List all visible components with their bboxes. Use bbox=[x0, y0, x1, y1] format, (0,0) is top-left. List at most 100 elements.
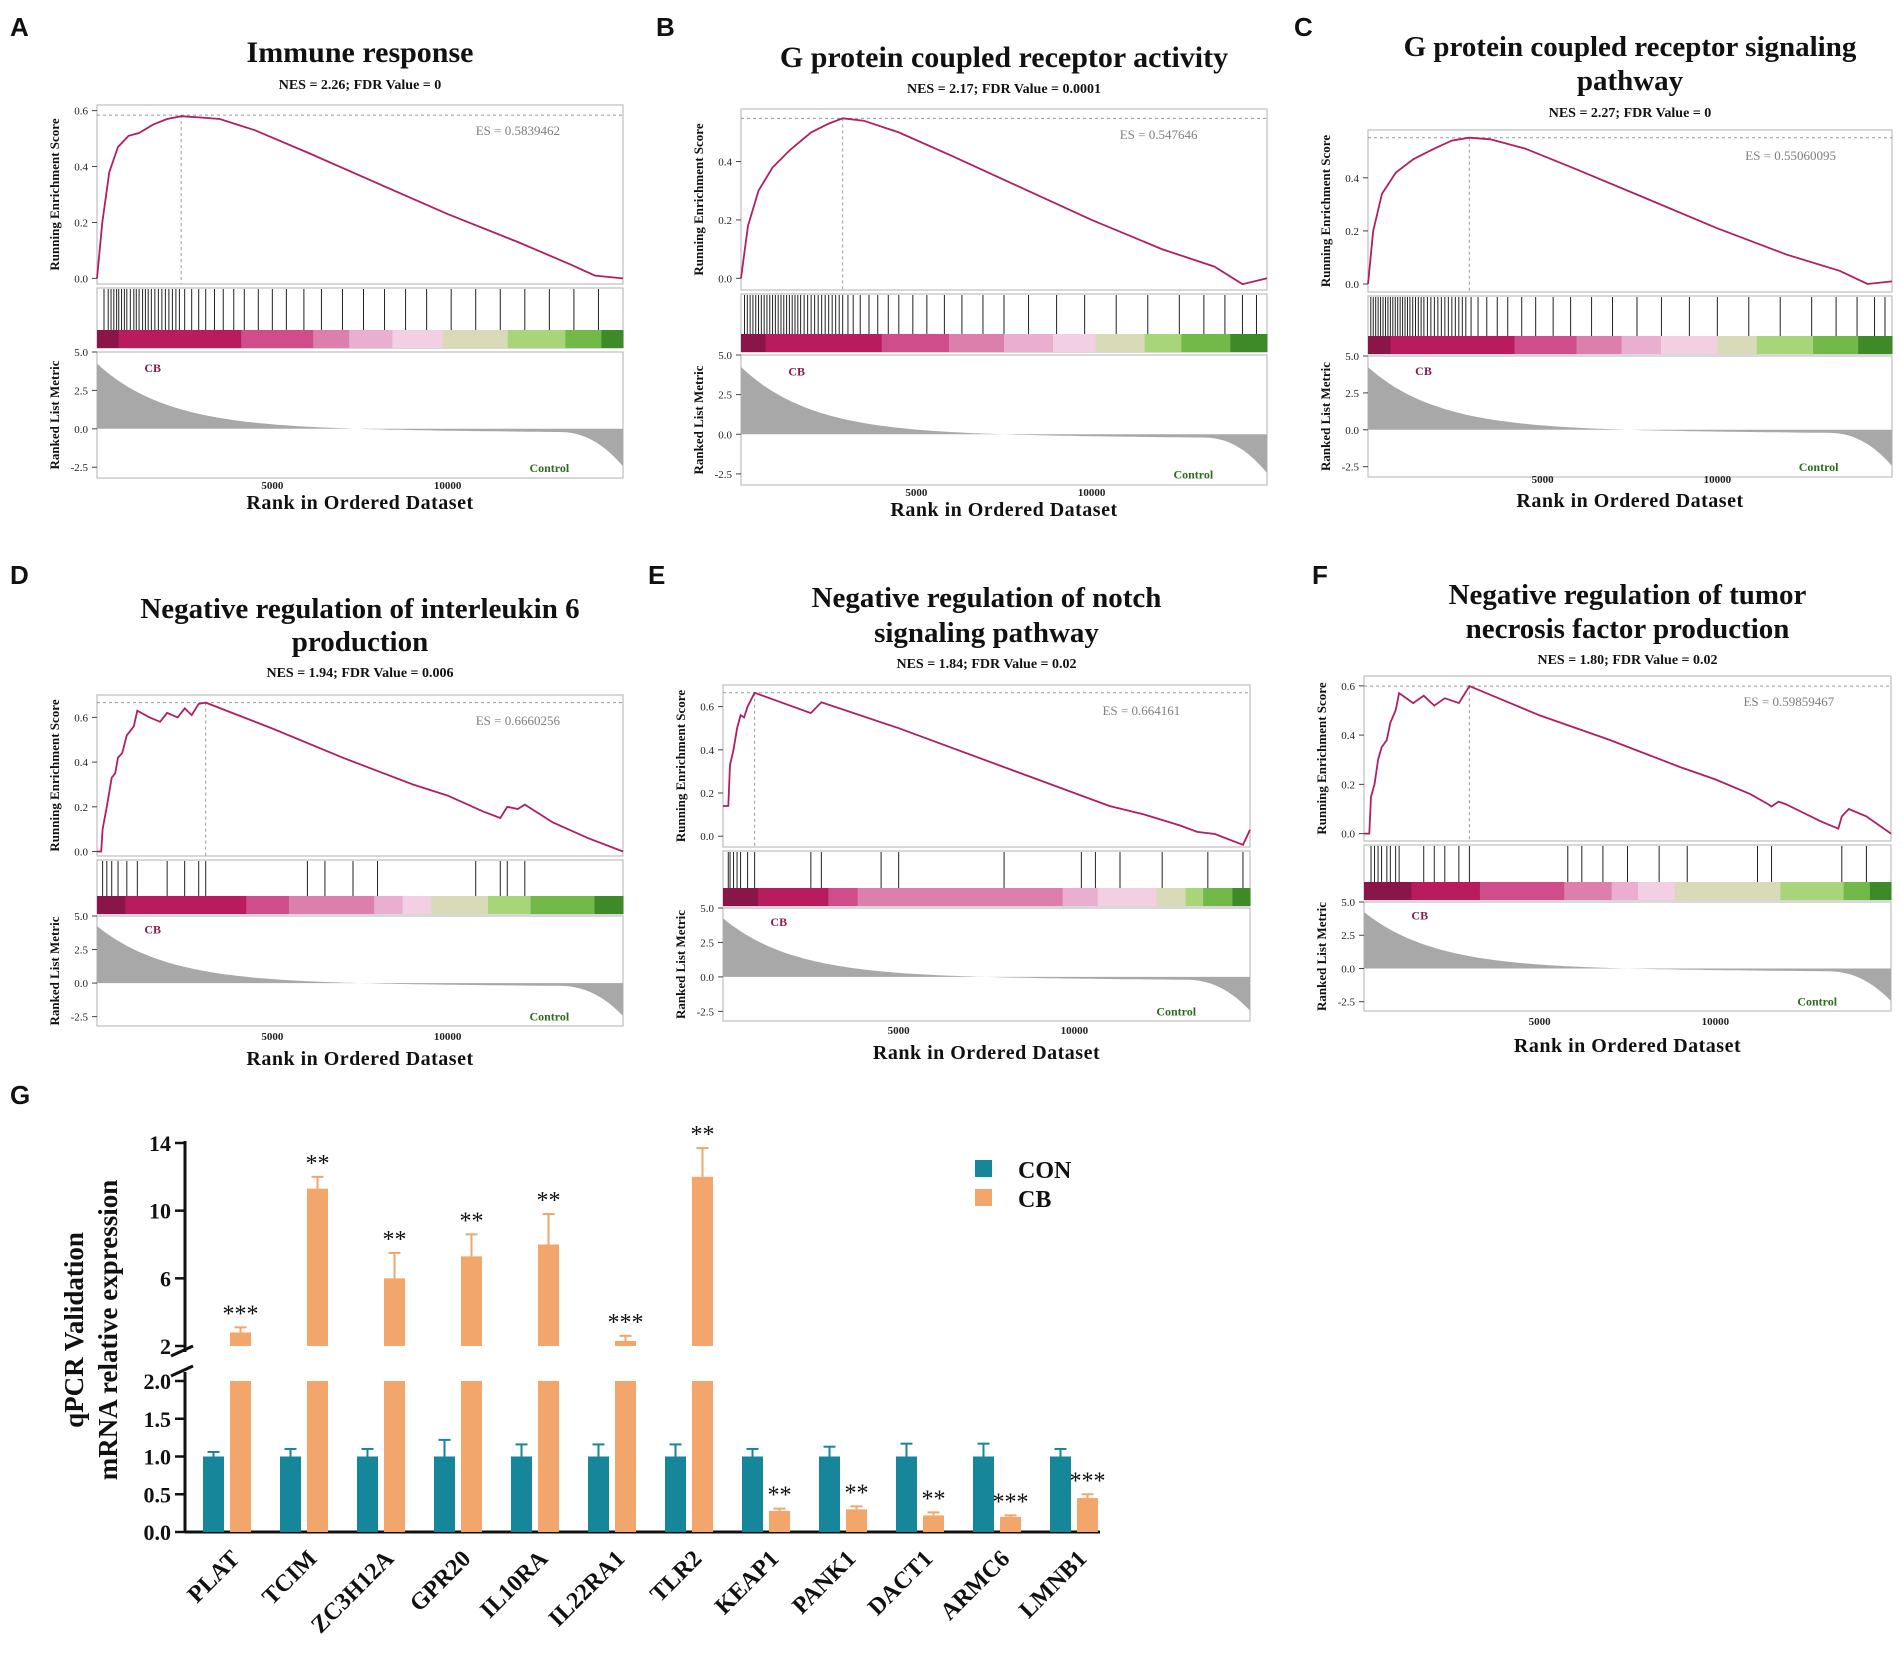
chart-subtitle: NES = 2.26; FDR Value = 0 bbox=[279, 78, 442, 93]
heat-segment bbox=[442, 330, 509, 348]
es-tick-label: 0.6 bbox=[74, 712, 88, 724]
heat-segment bbox=[1576, 336, 1623, 354]
cb-group-label: CB bbox=[770, 915, 787, 929]
y-tick-label: 6 bbox=[160, 1266, 171, 1291]
running-score-line bbox=[96, 115, 624, 280]
heat-segment bbox=[246, 896, 290, 914]
gsea-panel-b: B G protein coupled receptor activity NES … bbox=[656, 12, 1268, 521]
significance-label: ** bbox=[691, 1122, 715, 1148]
chart-subtitle: NES = 1.80; FDR Value = 0.02 bbox=[1537, 653, 1717, 668]
panel-letter: C bbox=[1294, 12, 1313, 42]
metric-tick-label: 0.0 bbox=[718, 429, 732, 441]
es-axis-label: Running Enrichment Score bbox=[691, 123, 706, 275]
es-tick-label: 0.4 bbox=[1341, 730, 1355, 742]
cb-bar-lower bbox=[384, 1381, 405, 1532]
ranked-metric-area bbox=[97, 926, 623, 1016]
panel-letter: F bbox=[1312, 560, 1328, 590]
metric-tick-label: 0.0 bbox=[74, 424, 88, 436]
heat-segment bbox=[1230, 334, 1268, 352]
cb-group-label: CB bbox=[1415, 364, 1432, 378]
panel-letter: E bbox=[648, 560, 665, 590]
es-plot-frame bbox=[96, 694, 624, 857]
panel-letter: B bbox=[656, 12, 675, 42]
metric-tick-label: 5.0 bbox=[718, 350, 732, 362]
heat-segment bbox=[1514, 336, 1577, 354]
heat-segment bbox=[288, 896, 375, 914]
heat-segment bbox=[1756, 336, 1814, 354]
es-plot-frame bbox=[740, 108, 1268, 291]
es-tick-label: 0.0 bbox=[1345, 279, 1359, 291]
heat-segment bbox=[431, 896, 489, 914]
es-value-label: ES = 0.59859467 bbox=[1743, 694, 1834, 709]
es-tick-label: 0.6 bbox=[74, 106, 88, 118]
heat-segment bbox=[1232, 888, 1251, 906]
es-value-label: ES = 0.547646 bbox=[1120, 127, 1198, 142]
con-bar bbox=[742, 1456, 763, 1532]
category-label: ZC3H12A bbox=[306, 1545, 399, 1638]
heat-segment bbox=[487, 896, 532, 914]
control-group-label: Control bbox=[1799, 460, 1839, 474]
category-label: TCIM bbox=[258, 1546, 323, 1611]
significance-label: ** bbox=[306, 1151, 330, 1177]
cb-bar-upper bbox=[307, 1188, 328, 1346]
category-label: KEAP1 bbox=[710, 1546, 784, 1620]
es-value-label: ES = 0.6660256 bbox=[476, 713, 561, 728]
x-tick-label: 10000 bbox=[434, 1031, 462, 1043]
es-tick-label: 0.2 bbox=[718, 215, 732, 227]
heat-segment bbox=[392, 330, 444, 348]
metric-tick-label: -2.5 bbox=[1338, 997, 1356, 1009]
heat-segment bbox=[125, 896, 247, 914]
cb-bar-lower bbox=[692, 1381, 713, 1532]
y-axis-label-line-1: qPCR Validation bbox=[59, 1232, 89, 1428]
heat-segment bbox=[948, 334, 1005, 352]
con-bar bbox=[357, 1456, 378, 1532]
metric-axis-label: Ranked List Metric bbox=[673, 910, 688, 1019]
legend-con-label: CON bbox=[1018, 1158, 1072, 1184]
metric-tick-label: -2.5 bbox=[71, 462, 89, 474]
heat-segment bbox=[565, 330, 602, 348]
chart-subtitle: NES = 1.84; FDR Value = 0.02 bbox=[896, 657, 1076, 672]
cb-group-label: CB bbox=[788, 365, 805, 379]
y-tick-label: 0.5 bbox=[144, 1482, 172, 1507]
significance-label: ** bbox=[460, 1208, 484, 1234]
x-tick-label: 5000 bbox=[905, 487, 928, 499]
metric-tick-label: 2.5 bbox=[718, 390, 732, 402]
significance-label: *** bbox=[223, 1301, 259, 1327]
metric-axis-label: Ranked List Metric bbox=[691, 365, 706, 474]
x-tick-label: 10000 bbox=[434, 480, 462, 492]
axis-break-mark bbox=[170, 1364, 194, 1378]
running-score-line bbox=[1364, 684, 1892, 835]
es-tick-label: 0.4 bbox=[700, 745, 714, 757]
heat-segment bbox=[402, 896, 432, 914]
metric-tick-label: -2.5 bbox=[697, 1006, 715, 1018]
y-tick-label: 14 bbox=[149, 1131, 171, 1156]
con-bar bbox=[203, 1456, 224, 1532]
heat-segment bbox=[374, 896, 404, 914]
con-bar bbox=[588, 1456, 609, 1532]
running-score-line bbox=[723, 691, 1251, 846]
category-label: GPR20 bbox=[405, 1546, 476, 1617]
y-tick-label: 1.0 bbox=[144, 1445, 172, 1470]
cb-bar bbox=[1077, 1498, 1098, 1532]
heat-segment bbox=[758, 888, 829, 906]
chart-title: Negative regulation of tumor necrosis fac… bbox=[1449, 579, 1807, 645]
heat-segment bbox=[857, 888, 1064, 906]
heat-segment bbox=[97, 896, 126, 914]
cb-bar bbox=[769, 1510, 790, 1532]
legend-cb-label: CB bbox=[1018, 1187, 1051, 1213]
heat-segment bbox=[313, 330, 350, 348]
metric-tick-label: 0.0 bbox=[1345, 425, 1359, 437]
es-value-label: ES = 0.55060095 bbox=[1745, 148, 1836, 163]
heat-segment bbox=[507, 330, 566, 348]
x-tick-label: 5000 bbox=[261, 1031, 284, 1043]
cb-group-label: CB bbox=[1411, 908, 1428, 922]
heat-segment bbox=[1390, 336, 1515, 354]
metric-tick-label: -2.5 bbox=[1342, 462, 1360, 474]
panel-letter: G bbox=[10, 1080, 30, 1110]
heat-segment bbox=[1181, 334, 1231, 352]
heat-segment bbox=[1611, 882, 1639, 900]
metric-axis-label: Ranked List Metric bbox=[47, 916, 62, 1025]
chart-title-line-2: signaling pathway bbox=[874, 617, 1099, 649]
es-tick-label: 0.2 bbox=[1341, 779, 1355, 791]
cb-bar-lower bbox=[307, 1381, 328, 1532]
